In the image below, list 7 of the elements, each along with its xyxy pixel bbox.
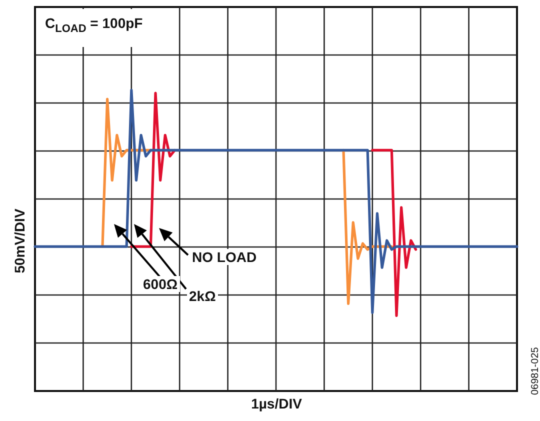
annotation: 2kΩ	[187, 288, 218, 304]
x-axis-title: 1µs/DIV	[251, 396, 303, 412]
annotation: NO LOAD	[190, 249, 259, 265]
text: 06981-025	[529, 347, 540, 395]
text: C$_{LOAD}$ = 100pF	[37, 9, 151, 47]
annotation: 600Ω	[141, 276, 180, 292]
y-axis-title: 50mV/DIV	[12, 208, 28, 274]
